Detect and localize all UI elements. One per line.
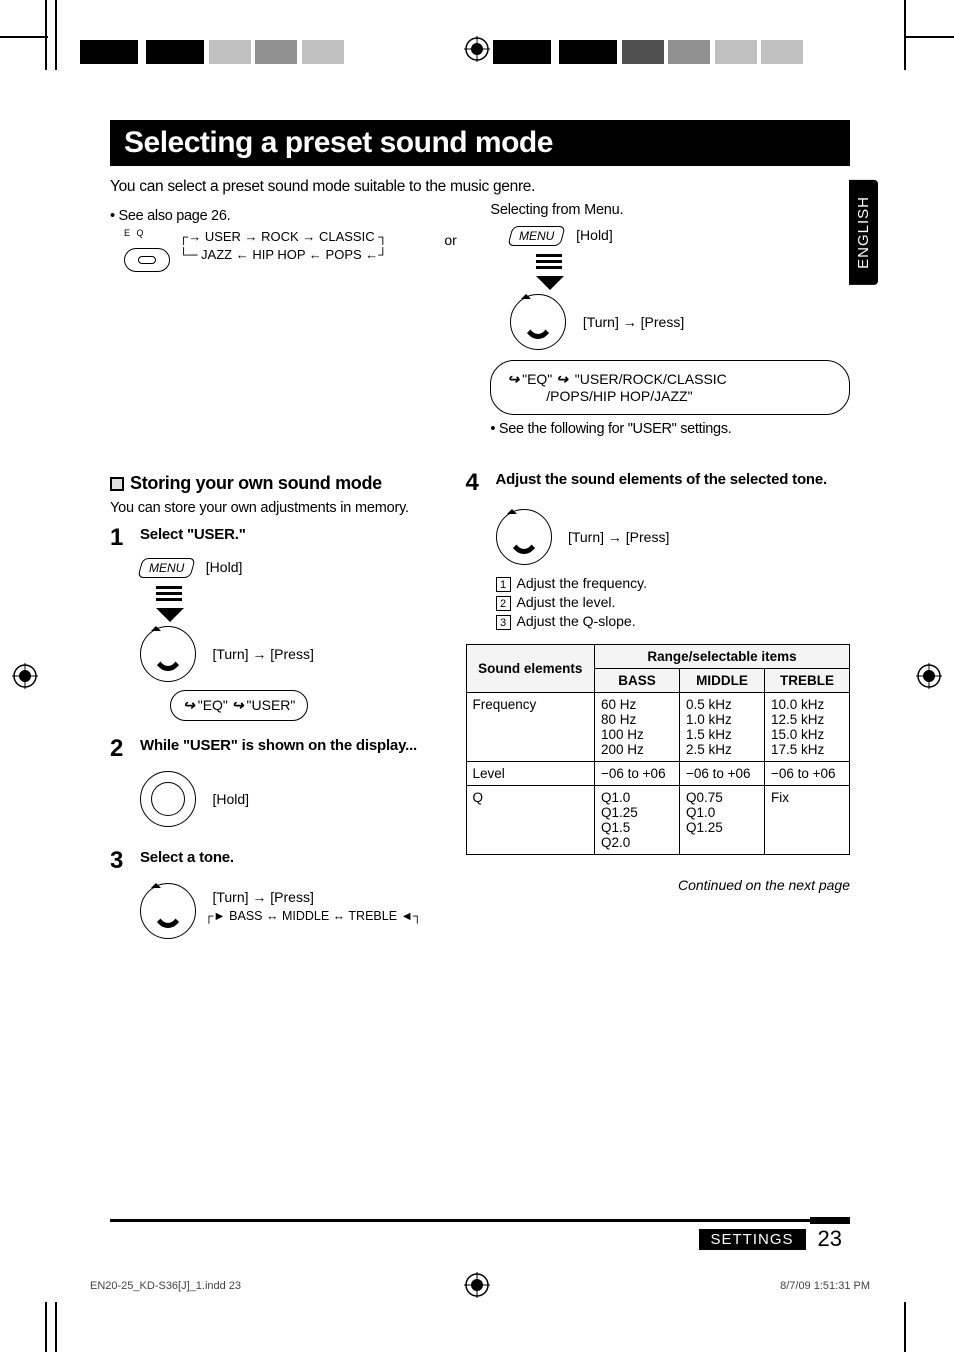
turn-press-label: [Turn] → [Press]: [568, 529, 669, 545]
menu-button-icon: MENU: [508, 226, 567, 246]
or-text: or: [444, 202, 462, 248]
language-tab: ENGLISH: [849, 180, 878, 285]
hold-label: [Hold]: [206, 559, 243, 575]
goto-icon: [507, 371, 520, 388]
step-4-text: Adjust the sound elements of the selecte…: [496, 471, 850, 495]
see-following: • See the following for "USER" settings.: [490, 421, 850, 437]
footer-section-tag: SETTINGS: [699, 1229, 806, 1250]
step-1-text: Select "USER.": [140, 526, 438, 550]
down-arrow-icon: [536, 254, 562, 272]
knob-icon: [140, 626, 196, 682]
goto-icon: [232, 697, 245, 714]
sub-steps: 1Adjust the frequency. 2Adjust the level…: [496, 575, 850, 630]
knob-icon: [510, 294, 566, 350]
storing-intro: You can store your own adjustments in me…: [110, 500, 438, 516]
continued-text: Continued on the next page: [466, 877, 850, 893]
down-arrow-icon: [156, 586, 182, 604]
table-header: Range/selectable items: [595, 645, 850, 669]
eq-button-label: E Q: [124, 228, 170, 238]
boxed-number-icon: 2: [496, 596, 511, 611]
table-row: Level −06 to +06 −06 to +06 −06 to +06: [466, 762, 849, 786]
registration-mark-icon: [12, 663, 38, 689]
hold-label: [Hold]: [576, 227, 613, 243]
turn-press-label: [Turn] → [Press]: [212, 646, 313, 662]
section-title: Selecting a preset sound mode: [110, 120, 850, 166]
eq-button-icon: [124, 248, 170, 272]
selecting-from-menu-label: Selecting from Menu.: [490, 202, 850, 218]
tone-cycle: ┌► BASS ↔ MIDDLE ↔ TREBLE ◄┐: [204, 909, 421, 923]
turn-press-label: [Turn] → [Press]: [212, 889, 313, 905]
footer-rule: [110, 1219, 850, 1222]
hold-label: [Hold]: [212, 791, 249, 807]
section-box-icon: [110, 477, 124, 491]
table-header: MIDDLE: [680, 669, 765, 693]
table-header: TREBLE: [764, 669, 849, 693]
step-number: 4: [466, 471, 486, 495]
page-number: 23: [818, 1226, 842, 1252]
intro-text: You can select a preset sound mode suita…: [110, 178, 850, 196]
table-row: Q Q1.0 Q1.25 Q1.5 Q2.0 Q0.75 Q1.0 Q1.25 …: [466, 786, 849, 855]
table-header: BASS: [595, 669, 680, 693]
preset-cycle: ┌→ USER → ROCK → CLASSIC ┐ └─ JAZZ ← HIP…: [178, 228, 387, 264]
knob-icon: [496, 509, 552, 565]
table-header: Sound elements: [466, 645, 595, 693]
registration-mark-icon: [916, 663, 942, 689]
turn-press-label: [Turn] → [Press]: [583, 314, 684, 330]
display-bubble: "EQ" "USER": [170, 690, 308, 721]
display-bubble: "EQ" "USER/ROCK/CLASSIC /POPS/HIP HOP/JA…: [490, 360, 850, 415]
knob-icon: [140, 883, 196, 939]
step-number: 1: [110, 526, 130, 550]
down-arrow-icon: [536, 276, 564, 290]
step-2-text: While "USER" is shown on the display...: [140, 737, 438, 761]
boxed-number-icon: 1: [496, 577, 511, 592]
down-arrow-icon: [156, 608, 184, 622]
step-3-text: Select a tone.: [140, 849, 438, 873]
menu-button-icon: MENU: [137, 558, 196, 578]
boxed-number-icon: 3: [496, 615, 511, 630]
goto-icon: [183, 697, 196, 714]
step-number: 3: [110, 849, 130, 873]
knob-icon: [140, 771, 196, 827]
see-also: • See also page 26.: [110, 208, 416, 224]
goto-icon: [556, 371, 569, 388]
storing-heading: Storing your own sound mode: [110, 473, 438, 494]
step-number: 2: [110, 737, 130, 761]
print-metadata: EN20-25_KD-S36[J]_1.indd 23 8/7/09 1:51:…: [90, 1280, 870, 1292]
registration-mark-icon: [464, 36, 490, 62]
table-row: Frequency 60 Hz 80 Hz 100 Hz 200 Hz 0.5 …: [466, 693, 849, 762]
sound-elements-table: Sound elements Range/selectable items BA…: [466, 644, 850, 855]
